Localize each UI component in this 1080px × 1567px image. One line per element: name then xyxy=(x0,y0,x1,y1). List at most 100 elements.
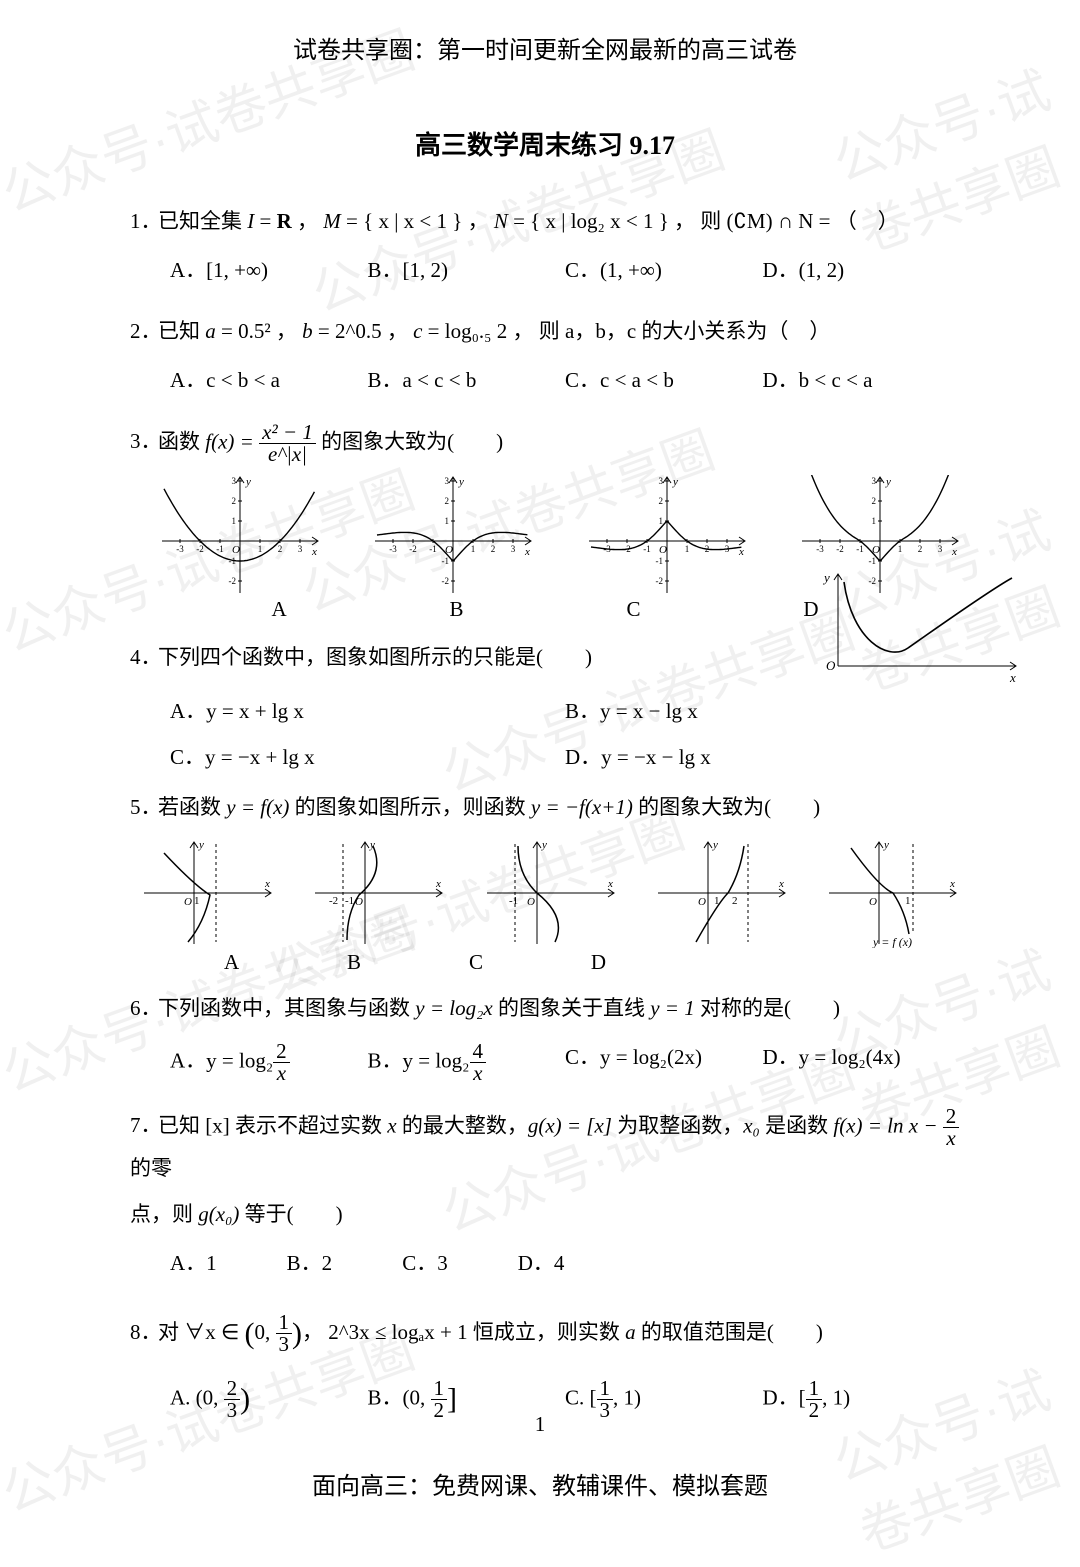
q6-options: A．y = log₂2x B．y = log₂4x C．y = log₂(2x)… xyxy=(170,1041,960,1084)
q3-label-a: A xyxy=(271,597,286,622)
svg-text:-2: -2 xyxy=(410,544,418,554)
q7-opt-a: A．1 xyxy=(170,1247,217,1277)
q5-labels: A B C D xyxy=(170,950,660,975)
q7-opt-c: C．3 xyxy=(402,1247,448,1277)
svg-text:y: y xyxy=(822,570,830,585)
svg-text:-2: -2 xyxy=(655,576,663,586)
svg-text:-1: -1 xyxy=(430,544,438,554)
q1-opt-a: A．[1, +∞) xyxy=(170,254,368,284)
svg-text:y: y xyxy=(198,839,204,851)
svg-text:1: 1 xyxy=(898,544,903,554)
q3-label-b: B xyxy=(450,597,464,622)
q3-label-d: D xyxy=(803,597,818,622)
q4-options: A．y = x + lg x C．y = −x + lg x B．y = x −… xyxy=(170,688,960,780)
svg-text:2: 2 xyxy=(918,544,923,554)
svg-text:1: 1 xyxy=(714,895,720,907)
svg-text:-1: -1 xyxy=(643,544,651,554)
q6-opt-d: D．y = log₂(4x) xyxy=(763,1041,961,1084)
exam-title: 高三数学周末练习 9.17 xyxy=(130,125,960,162)
svg-text:-2: -2 xyxy=(196,544,204,554)
svg-text:-1: -1 xyxy=(856,544,864,554)
q1-number: 1． xyxy=(130,202,158,242)
svg-text:O: O xyxy=(527,896,535,908)
q1-opt-d: D．(1, 2) xyxy=(763,254,961,284)
svg-text:x: x xyxy=(311,546,317,558)
question-6: 6．下列函数中，其图象与函数 y = log₂x 的图象关于直线 y = 1 对… xyxy=(130,989,960,1029)
svg-text:2: 2 xyxy=(278,544,283,554)
svg-text:y: y xyxy=(245,476,251,488)
svg-text:O: O xyxy=(355,896,363,908)
top-banner: 试卷共享圈：第一时间更新全网最新的高三试卷 xyxy=(130,30,960,65)
svg-text:-1: -1 xyxy=(868,556,876,566)
svg-text:y: y xyxy=(883,839,889,851)
svg-text:-2: -2 xyxy=(836,544,844,554)
bottom-banner: 面向高三：免费网课、教辅课件、模拟套题 xyxy=(0,1466,1080,1501)
svg-text:-2: -2 xyxy=(229,576,237,586)
q1-options: A．[1, +∞) B．[1, 2) C．(1, +∞) D．(1, 2) xyxy=(170,254,960,284)
svg-text:2: 2 xyxy=(232,496,237,506)
svg-text:y: y xyxy=(712,839,718,851)
q3-label-c: C xyxy=(626,597,640,622)
question-7-line2: 点，则 g(x₀) 等于( ) xyxy=(130,1195,960,1235)
svg-text:1: 1 xyxy=(258,544,263,554)
q6-opt-c: C．y = log₂(2x) xyxy=(565,1041,763,1084)
svg-text:O: O xyxy=(826,658,836,673)
exam-page: 试卷共享圈：第一时间更新全网最新的高三试卷 高三数学周末练习 9.17 1．已知… xyxy=(0,0,1080,1421)
page-number: 1 xyxy=(0,1412,1080,1437)
svg-text:O: O xyxy=(698,896,706,908)
question-8: 8．对 ∀x ∈ (0, 13)， 2^3x ≤ logₐx + 1 恒成立，则… xyxy=(130,1305,960,1362)
svg-text:3: 3 xyxy=(511,544,516,554)
svg-text:1: 1 xyxy=(194,895,200,907)
q1-opt-b: B．[1, 2) xyxy=(368,254,566,284)
q2-opt-b: B．a < c < b xyxy=(368,364,566,394)
svg-text:O: O xyxy=(184,896,192,908)
svg-text:O: O xyxy=(869,896,877,908)
svg-text:2: 2 xyxy=(871,496,876,506)
q5-label-d: D xyxy=(591,950,606,975)
svg-text:x: x xyxy=(524,546,530,558)
svg-text:1: 1 xyxy=(445,516,450,526)
svg-text:1: 1 xyxy=(658,516,663,526)
question-7: 7．已知 [x] 表示不超过实数 x 的最大整数，g(x) = [x] 为取整函… xyxy=(130,1106,960,1189)
svg-text:3: 3 xyxy=(445,476,450,486)
svg-text:1: 1 xyxy=(905,895,911,907)
svg-text:3: 3 xyxy=(658,476,663,486)
q5-chart-row: Oxy1Oxy-2-1Oxy-1Oxy12Oxy1y = f (x) xyxy=(140,838,960,948)
q2-opt-a: A．c < b < a xyxy=(170,364,368,394)
q5-label-b: B xyxy=(347,950,361,975)
svg-text:-1: -1 xyxy=(509,895,518,907)
svg-text:y: y xyxy=(541,839,547,851)
svg-text:-3: -3 xyxy=(176,544,184,554)
question-2: 2．已知 a = 0.5² ， b = 2^0.5 ， c = log₀.₅ 2… xyxy=(130,312,960,352)
q5-label-c: C xyxy=(469,950,483,975)
svg-text:2: 2 xyxy=(732,895,738,907)
svg-text:O: O xyxy=(232,544,240,556)
svg-text:y: y xyxy=(885,476,891,488)
svg-text:x: x xyxy=(1009,670,1016,685)
q5-label-a: A xyxy=(224,950,239,975)
svg-text:1: 1 xyxy=(871,516,876,526)
q7-opt-b: B．2 xyxy=(287,1247,333,1277)
svg-text:2: 2 xyxy=(491,544,496,554)
svg-text:x: x xyxy=(778,878,784,890)
q2-opt-c: C．c < a < b xyxy=(565,364,763,394)
svg-text:-1: -1 xyxy=(216,544,224,554)
q1-opt-c: C．(1, +∞) xyxy=(565,254,763,284)
svg-text:3: 3 xyxy=(938,544,943,554)
svg-text:-3: -3 xyxy=(816,544,824,554)
svg-text:x: x xyxy=(607,878,613,890)
q4-opt-a: A．y = x + lg x xyxy=(170,688,565,734)
q7-opt-d: D．4 xyxy=(518,1247,565,1277)
svg-text:y: y xyxy=(458,476,464,488)
svg-text:x: x xyxy=(264,878,270,890)
q4-opt-c: C．y = −x + lg x xyxy=(170,734,565,780)
svg-text:-1: -1 xyxy=(345,895,354,907)
q4-opt-b: B．y = x − lg x xyxy=(565,688,960,734)
q3-labels: A B C D xyxy=(190,597,900,622)
question-3: 3．函数 f(x) = x² − 1e^|x| 的图象大致为( ) xyxy=(130,422,960,465)
q6-opt-b: B．y = log₂4x xyxy=(368,1041,566,1084)
svg-text:x: x xyxy=(949,878,955,890)
svg-text:3: 3 xyxy=(232,476,237,486)
q6-opt-a: A．y = log₂2x xyxy=(170,1041,368,1084)
svg-text:3: 3 xyxy=(871,476,876,486)
